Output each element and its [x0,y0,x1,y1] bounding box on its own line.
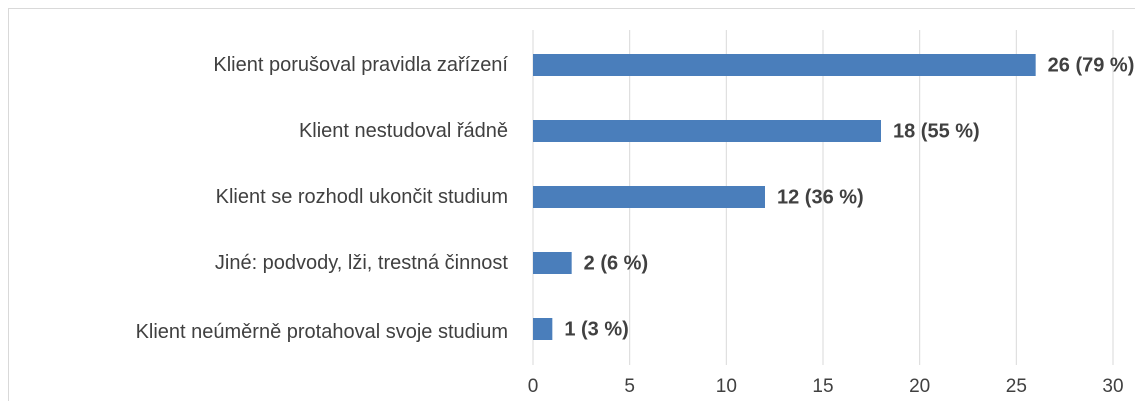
value-label: 12 (36 %) [777,186,864,208]
value-label: 18 (55 %) [893,120,980,142]
bar [533,252,572,274]
chart-frame [8,8,1135,401]
category-label: Jiné: podvody, lži, trestná činnost [214,252,508,274]
bar [533,186,765,208]
bar [533,54,1036,76]
bar [533,318,553,340]
category-label: Klient neúměrně protahoval svoje studium [135,321,508,343]
x-tick-label: 5 [624,376,635,397]
x-tick-label: 30 [1102,376,1123,397]
category-label: Klient se rozhodl ukončit studium [215,186,508,208]
x-tick-label: 20 [909,376,930,397]
x-tick-label: 10 [716,376,737,397]
value-label: 26 (79 %) [1048,54,1135,76]
category-label: Klient porušoval pravidla zařízení [213,54,508,76]
x-tick-label: 0 [528,376,539,397]
value-label: 2 (6 %) [584,252,648,274]
x-tick-label: 25 [1006,376,1027,397]
value-label: 1 (3 %) [564,318,628,340]
category-label: Klient nestudoval řádně [298,120,508,142]
bar [533,120,881,142]
x-tick-label: 15 [812,376,833,397]
